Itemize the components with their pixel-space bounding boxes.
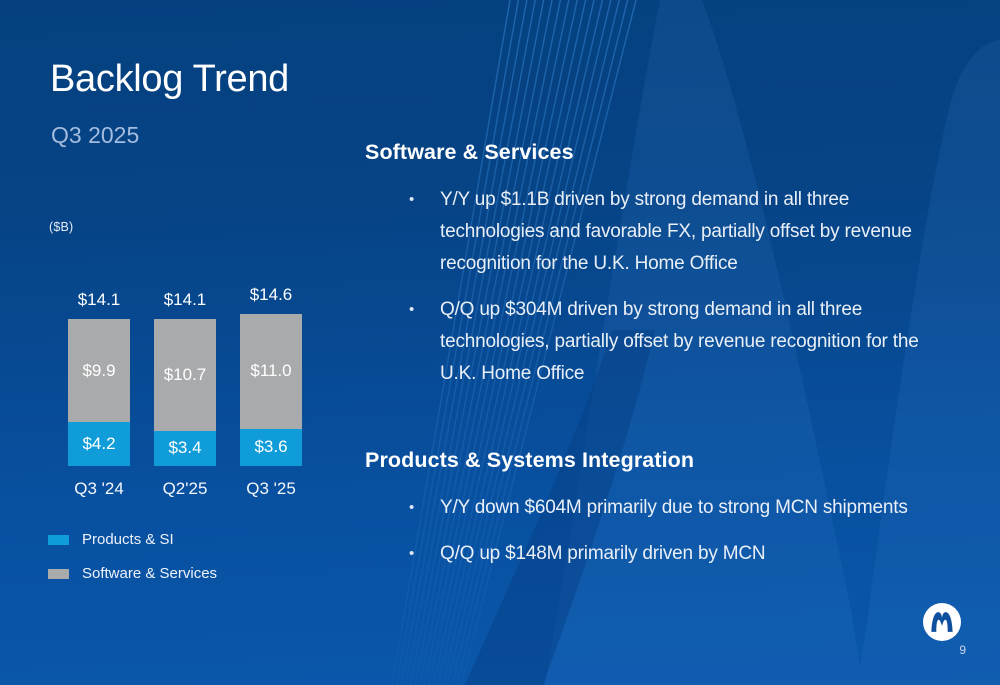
bar-category-label: Q3 '24 bbox=[74, 479, 124, 498]
page-title: Backlog Trend bbox=[50, 58, 290, 100]
legend-label: Products & SI bbox=[82, 531, 174, 548]
bar-segment-software-services: $9.9 bbox=[68, 319, 130, 423]
page-number: 9 bbox=[959, 643, 966, 657]
backlog-stacked-bar-chart: $14.1 $9.9 $4.2 Q3 '24 $14.1 $10.7 $3.4 Q2'25 $1… bbox=[68, 266, 302, 498]
bullet-item: Y/Y up $1.1B driven by strong demand in … bbox=[365, 184, 950, 280]
bar-segment-label: $3.6 bbox=[254, 437, 288, 457]
bar-column-1: $14.1 $9.9 $4.2 Q3 '24 bbox=[68, 290, 130, 498]
bar-segment-label: $4.2 bbox=[82, 434, 116, 454]
bar-segment-products-si: $4.2 bbox=[68, 422, 130, 466]
bar-category-label: Q2'25 bbox=[162, 479, 208, 498]
bar-segment-products-si: $3.6 bbox=[240, 428, 302, 466]
bar-column-2: $14.1 $10.7 $3.4 Q2'25 bbox=[154, 290, 216, 498]
bullet-item: Q/Q up $148M primarily driven by MCN bbox=[365, 538, 950, 570]
chart-unit-label: ($B) bbox=[49, 220, 74, 234]
motorola-logo-icon bbox=[923, 603, 961, 641]
bullet-item: Y/Y down $604M primarily due to strong M… bbox=[365, 492, 950, 524]
bar-segment-products-si: $3.4 bbox=[154, 430, 216, 466]
legend-item: Software & Services bbox=[48, 565, 217, 582]
page-subtitle: Q3 2025 bbox=[51, 122, 140, 148]
legend-item: Products & SI bbox=[48, 531, 217, 548]
bar-segment-label: $3.4 bbox=[168, 438, 202, 458]
bar-segment-label: $9.9 bbox=[82, 360, 116, 380]
bar-segment-label: $11.0 bbox=[250, 361, 292, 381]
section-heading: Software & Services bbox=[365, 140, 574, 164]
bar-total-label: $14.6 bbox=[249, 285, 293, 305]
bar-total-label: $14.1 bbox=[163, 290, 207, 310]
chart-legend: Products & SI Software & Services bbox=[48, 531, 217, 582]
section-products-si: Products & Systems Integration Y/Y down … bbox=[365, 448, 950, 570]
bar-segment-software-services: $11.0 bbox=[240, 314, 302, 429]
section-heading: Products & Systems Integration bbox=[365, 448, 695, 472]
section-software-services: Software & Services Y/Y up $1.1B driven … bbox=[365, 140, 950, 390]
bullet-list: Y/Y up $1.1B driven by strong demand in … bbox=[365, 184, 950, 390]
legend-label: Software & Services bbox=[82, 565, 218, 582]
bullet-item: Q/Q up $304M driven by strong demand in … bbox=[365, 294, 950, 390]
bar-total-label: $14.1 bbox=[77, 290, 121, 310]
legend-swatch bbox=[48, 534, 69, 545]
bar-segment-label: $10.7 bbox=[163, 365, 207, 384]
bar-segment-software-services: $10.7 bbox=[154, 319, 216, 431]
legend-swatch bbox=[48, 568, 69, 579]
bullet-list: Y/Y down $604M primarily due to strong M… bbox=[365, 492, 950, 570]
bar-category-label: Q3 '25 bbox=[246, 479, 296, 498]
bar-column-3: $14.6 $11.0 $3.6 Q3 '25 bbox=[240, 285, 302, 498]
